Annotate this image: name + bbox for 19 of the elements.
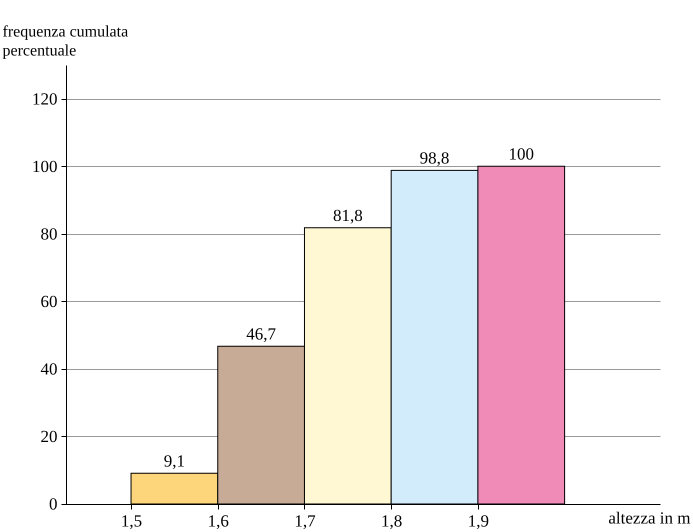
y-tick-label: 0 [49, 494, 58, 514]
y-tick-label: 120 [32, 89, 58, 108]
y-tick-label: 60 [40, 292, 58, 311]
x-tick-label: 1,9 [468, 512, 490, 530]
data-label: 100 [508, 144, 534, 164]
y-tick-label: 100 [32, 156, 58, 176]
data-label: 46,7 [246, 324, 276, 344]
data-label: 81,8 [332, 206, 363, 225]
data-label: 98,8 [420, 148, 450, 168]
y-axis-title: frequenza cumulata percentuale [2, 24, 128, 60]
data-label: 9,1 [164, 451, 186, 470]
x-tick-label: 1,5 [120, 512, 142, 530]
x-tick-label: 1,6 [208, 512, 229, 530]
y-tick-label: 80 [40, 224, 58, 244]
x-axis-title: altezza in m [608, 508, 690, 528]
y-tick-label: 20 [40, 426, 58, 446]
x-tick-label: 1,8 [381, 512, 402, 530]
x-tick-label: 1,7 [294, 512, 316, 530]
y-tick-label: 40 [40, 359, 58, 378]
